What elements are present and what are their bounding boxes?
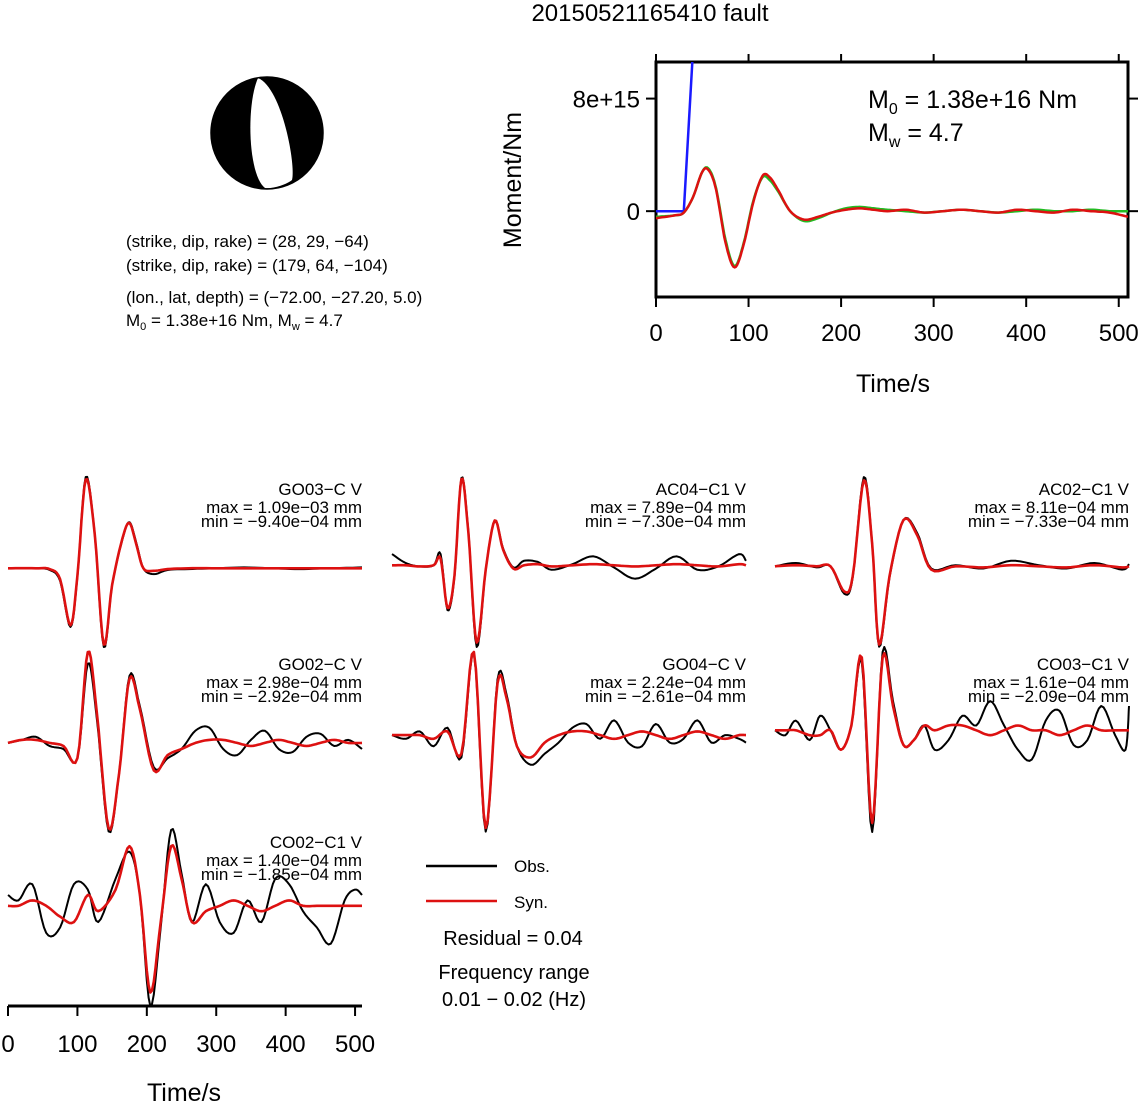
legend-obs-label: Obs.	[514, 857, 550, 876]
station-min: min = −9.40e−04 mm	[201, 512, 362, 531]
waveform-x-tick-label: 100	[57, 1031, 97, 1058]
station-name: GO02−C V	[278, 655, 362, 674]
moment-plot-frame	[654, 60, 1130, 299]
moment-magnitude-summary: M0 = 1.38e+16 Nm, Mw = 4.7	[126, 311, 343, 333]
moment-rate-red-line	[656, 166, 1128, 269]
station-min: min = −7.33e−04 mm	[968, 512, 1129, 531]
moment-x-axis-label: Time/s	[856, 370, 930, 398]
frequency-range-value: 0.01 − 0.02 (Hz)	[442, 989, 586, 1011]
nodal-plane-2: (strike, dip, rake) = (179, 64, −104)	[126, 256, 388, 275]
waveform-time-axis: Time/s 0 100 200 300 400 500	[1, 1004, 375, 1104]
location-depth: (lon., lat, depth) = (−72.00, −27.20, 5.…	[126, 288, 422, 307]
moment-y-axis-label: Moment/Nm	[499, 112, 527, 248]
waveform-x-tick-label: 500	[335, 1031, 375, 1058]
frequency-range-title: Frequency range	[438, 962, 589, 984]
station-max: max = 2.24e−04 mm	[590, 673, 746, 692]
focal-mechanism-beachball	[210, 76, 324, 190]
moment-x-tick-label: 500	[1099, 320, 1139, 347]
synthetic-trace	[774, 479, 1130, 646]
nodal-plane-1: (strike, dip, rake) = (28, 29, −64)	[126, 232, 369, 251]
legend: Obs. Syn. Residual = 0.04 Frequency rang…	[426, 857, 590, 1011]
station-min: min = −7.30e−04 mm	[585, 512, 746, 531]
source-info: (strike, dip, rake) = (28, 29, −64) (str…	[126, 232, 422, 333]
moment-y-tick-label: 0	[627, 199, 640, 226]
moment-m0-label: M0 = 1.38e+16 Nm	[868, 86, 1077, 118]
synthetic-trace	[8, 478, 362, 646]
station-min: min = −2.09e−04 mm	[968, 687, 1129, 706]
waveform-x-tick-label: 0	[1, 1031, 14, 1058]
synthetic-trace	[774, 651, 1130, 825]
residual-label: Residual = 0.04	[443, 928, 583, 950]
moment-x-tick-label: 100	[729, 320, 769, 347]
moment-mw-label: Mw = 4.7	[868, 119, 964, 151]
station-min: min = −1.85e−04 mm	[201, 865, 362, 884]
moment-x-tick-label: 0	[649, 320, 662, 347]
synthetic-trace	[392, 477, 747, 644]
station-name: CO02−C1 V	[270, 833, 363, 852]
figure-title: 20150521165410 fault	[531, 0, 768, 27]
station-min: min = −2.92e−04 mm	[201, 687, 362, 706]
moment-x-tick-label: 200	[821, 320, 861, 347]
legend-syn-label: Syn.	[514, 893, 548, 912]
moment-cumulative-line	[656, 62, 694, 213]
station-name: GO04−C V	[662, 655, 746, 674]
moment-x-tick-label: 400	[1006, 320, 1046, 347]
station-max: max = 7.89e−04 mm	[590, 498, 746, 517]
waveform-x-tick-label: 300	[196, 1031, 236, 1058]
station-name: GO03−C V	[278, 480, 362, 499]
synthetic-trace	[392, 650, 747, 830]
moment-y-tick-label: 8e+15	[573, 87, 640, 114]
station-min: min = −2.61e−04 mm	[585, 687, 746, 706]
station-max: max = 1.09e−03 mm	[206, 498, 362, 517]
station-max: max = 2.98e−04 mm	[206, 673, 362, 692]
station-name: CO03−C1 V	[1037, 655, 1130, 674]
waveform-x-tick-label: 400	[266, 1031, 306, 1058]
station-max: max = 8.11e−04 mm	[974, 498, 1129, 517]
waveform-x-axis-label: Time/s	[147, 1079, 221, 1104]
waveform-x-tick-label: 200	[127, 1031, 167, 1058]
synthetic-trace	[7, 844, 363, 994]
moment-x-tick-label: 300	[914, 320, 954, 347]
station-name: AC02−C1 V	[1039, 480, 1130, 499]
station-max: max = 1.40e−04 mm	[206, 851, 362, 870]
synthetic-trace	[7, 650, 363, 831]
station-name: AC04−C1 V	[656, 480, 747, 499]
moment-rate-plot: M0 = 1.38e+16 Nm Mw = 4.7 Moment/Nm Time…	[499, 54, 1139, 398]
station-max: max = 1.61e−04 mm	[973, 673, 1129, 692]
